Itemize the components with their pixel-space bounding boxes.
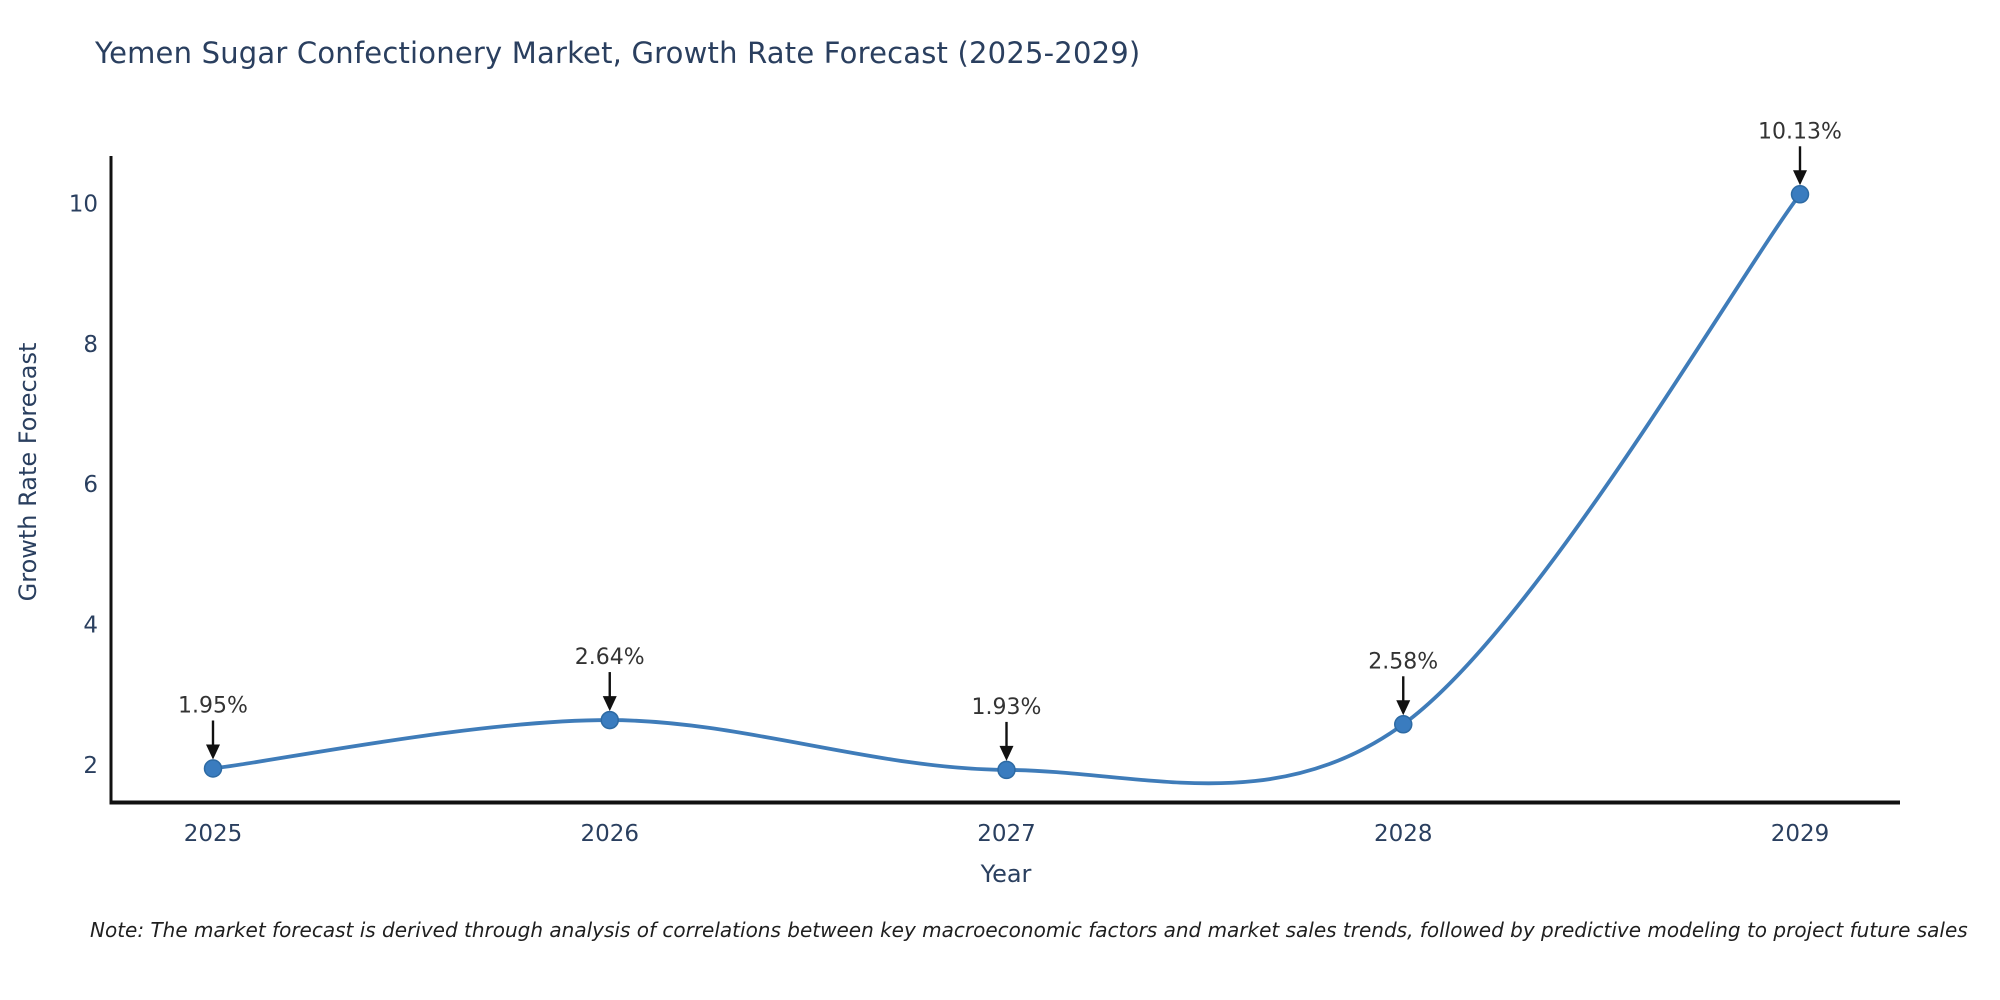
series-line: [211, 192, 1802, 786]
annotation-label: 1.95%: [178, 694, 248, 719]
annotation-arrow-head: [1396, 700, 1411, 716]
growth-rate-line: [211, 192, 1802, 786]
footnote: Note: The market forecast is derived thr…: [90, 918, 1968, 942]
axis-spines: [109, 156, 1900, 805]
y-tick-label: 4: [83, 613, 98, 639]
x-tick-label: 2028: [1374, 821, 1433, 847]
annotation-arrow-head: [602, 696, 617, 712]
y-tick-label: 6: [83, 472, 98, 498]
x-tick-labels: 2025 2026 2027 2028 2029: [184, 821, 1830, 847]
chart-title: Yemen Sugar Confectionery Market, Growth…: [95, 36, 1141, 70]
point-annotations: 1.95% 2.64% 1.93% 2.58% 10.13%: [178, 119, 1842, 761]
y-tick-label: 8: [83, 332, 98, 358]
annotation-label: 10.13%: [1758, 119, 1842, 144]
annotation-label: 2.58%: [1368, 649, 1438, 674]
data-point-marker: [1790, 185, 1810, 204]
data-point-marker: [1394, 715, 1413, 734]
y-tick-label: 10: [69, 191, 98, 217]
annotation-arrow-head: [999, 745, 1014, 761]
y-tick-label: 2: [83, 753, 98, 779]
y-tick-labels: 2 4 6 8 10: [69, 191, 98, 779]
series-markers: [203, 185, 1810, 780]
annotation-label: 2.64%: [575, 645, 645, 670]
data-point-marker: [600, 710, 619, 730]
x-axis-title: Year: [980, 860, 1032, 888]
annotation-arrow-head: [206, 744, 220, 760]
x-tick-label: 2029: [1771, 821, 1830, 847]
annotation-label: 1.93%: [972, 695, 1042, 720]
x-tick-label: 2027: [977, 821, 1036, 847]
data-point-marker: [997, 760, 1016, 780]
annotation-arrow-head: [1793, 170, 1807, 186]
x-tick-label: 2025: [184, 821, 243, 847]
data-point-marker: [203, 759, 223, 778]
x-tick-label: 2026: [580, 821, 639, 847]
